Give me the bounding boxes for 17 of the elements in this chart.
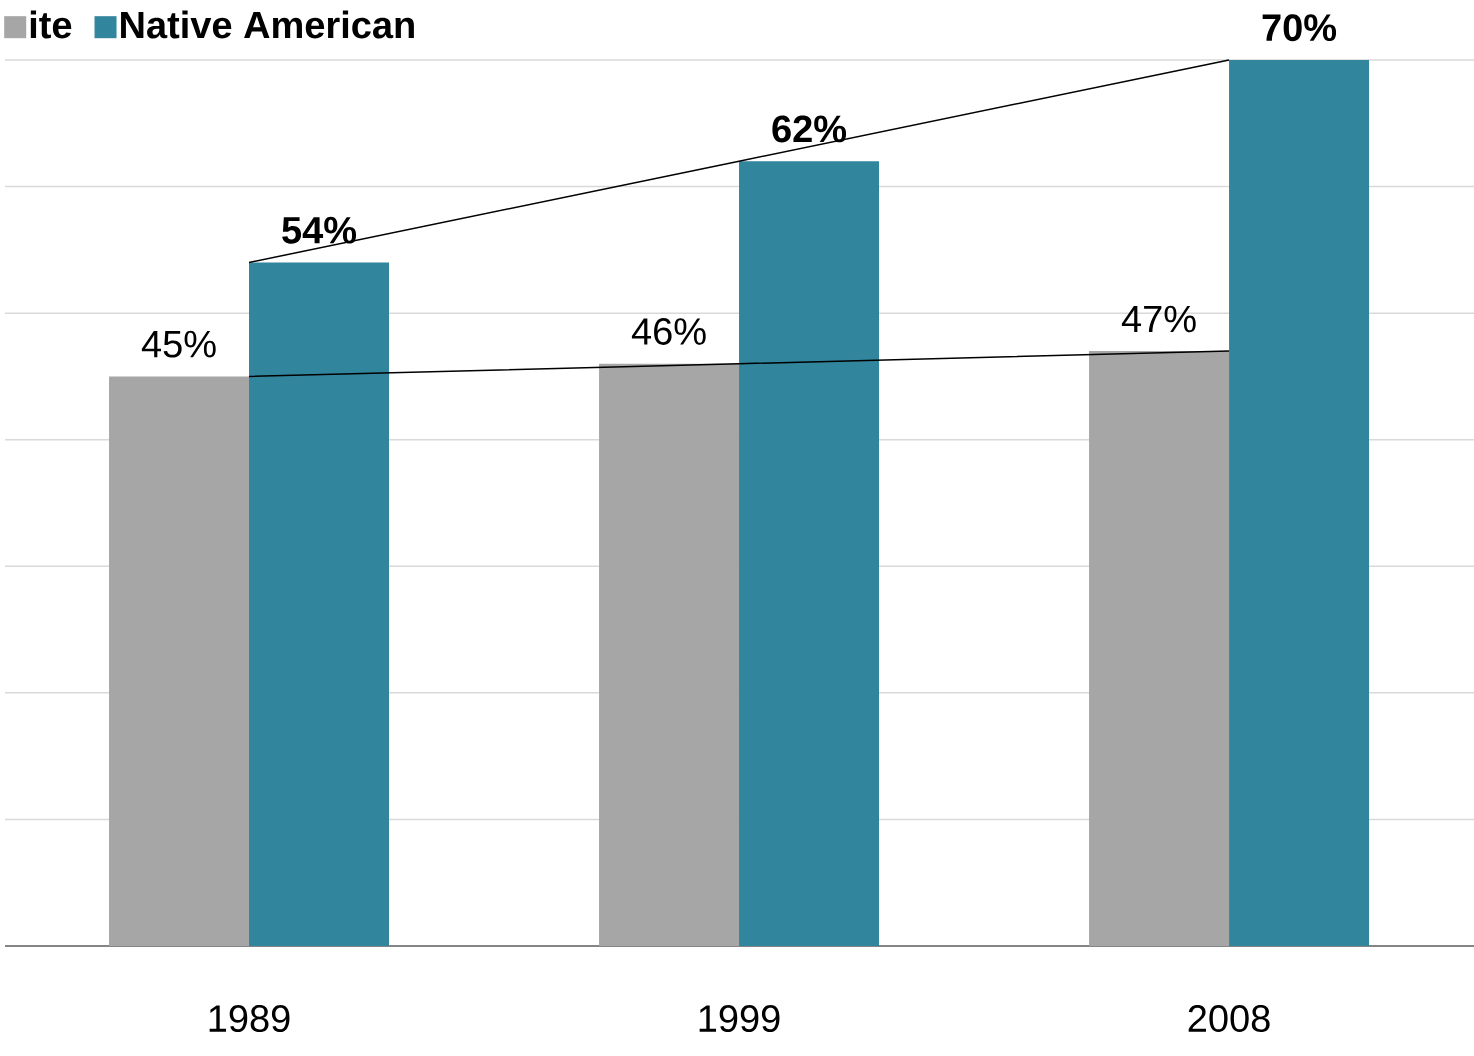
data-label: 54% — [282, 216, 357, 244]
data-label: 45% — [141, 330, 216, 358]
data-label: 47% — [1121, 305, 1196, 333]
bar — [1089, 351, 1230, 946]
data-label: 62% — [772, 115, 847, 143]
data-label: 70% — [1262, 14, 1337, 42]
data-label: 46% — [631, 318, 706, 345]
x-tick-label: 1999 — [699, 1005, 780, 1033]
bar — [249, 262, 390, 946]
bar — [109, 376, 250, 946]
bar — [599, 363, 740, 946]
x-tick-label: 2008 — [1188, 1005, 1270, 1033]
bar — [739, 161, 880, 946]
x-tick-label: 1989 — [209, 1005, 290, 1033]
legend-label: Native American — [121, 10, 414, 39]
legend-label: ite — [30, 10, 72, 39]
bar — [1229, 59, 1370, 946]
